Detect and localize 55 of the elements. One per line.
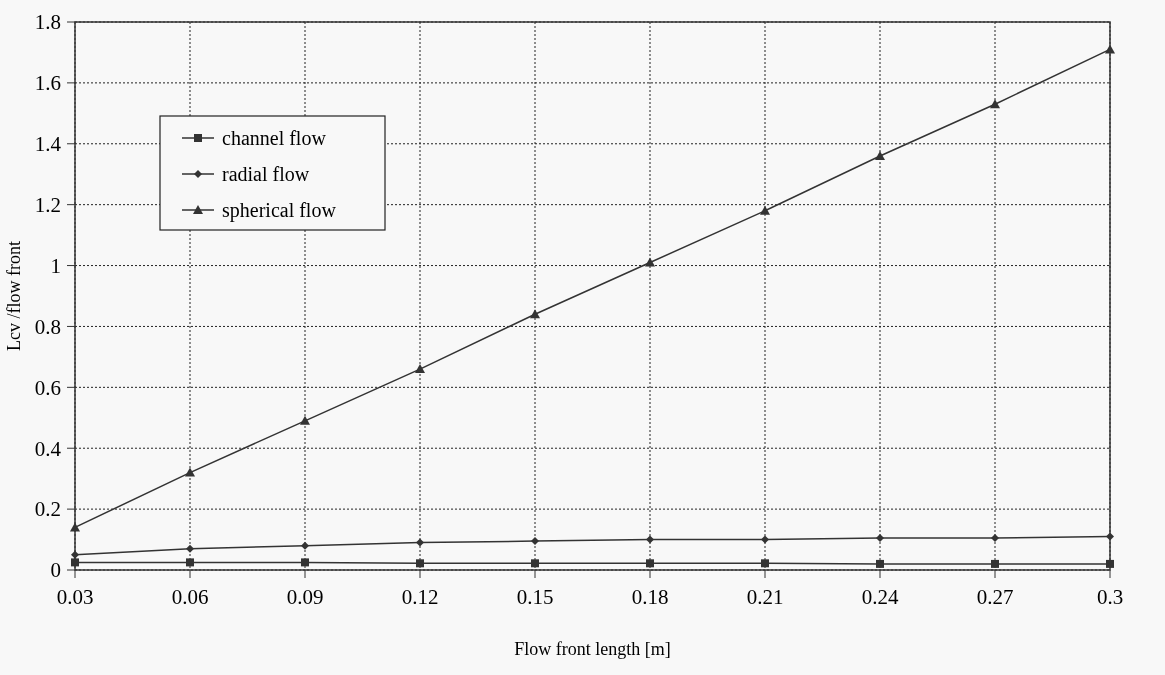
x-tick-label: 0.06 [171, 585, 209, 609]
point [1106, 532, 1114, 541]
point [185, 467, 195, 477]
legend-label: spherical flow [222, 199, 337, 222]
point [71, 558, 79, 567]
point [761, 559, 769, 568]
point [186, 544, 194, 553]
point [1105, 44, 1115, 54]
y-tick-label: 0.4 [34, 436, 62, 461]
point [71, 550, 79, 559]
y-tick-label: 0.6 [34, 375, 61, 400]
point [416, 538, 424, 547]
point [991, 534, 999, 543]
point [415, 364, 425, 374]
point [531, 559, 539, 568]
x-tick-label: 0.12 [401, 585, 439, 609]
point [876, 534, 884, 543]
y-tick-label: 1.4 [34, 132, 62, 157]
y-tick-label: 1.8 [34, 10, 61, 35]
y-tick-label: 0.2 [34, 497, 61, 522]
y-tick-label: 0 [50, 558, 61, 583]
point [186, 558, 194, 567]
point [646, 559, 654, 568]
point [531, 537, 539, 546]
point [300, 415, 310, 425]
x-tick-label: 0.21 [746, 585, 784, 609]
point [301, 558, 309, 567]
point [70, 522, 80, 532]
point [1106, 559, 1114, 568]
point [990, 99, 1000, 109]
legend-label: channel flow [222, 127, 327, 149]
x-tick-label: 0.09 [286, 585, 324, 609]
x-axis-title: Flow front length [m] [514, 639, 671, 659]
x-tick-label: 0.03 [56, 585, 94, 609]
point [761, 535, 769, 544]
x-tick-label: 0.18 [631, 585, 669, 609]
point [301, 541, 309, 550]
x-tick-label: 0.24 [861, 585, 899, 609]
point [646, 535, 654, 544]
x-tick-label: 0.3 [1096, 585, 1124, 609]
y-tick-label: 1.2 [34, 193, 61, 218]
point [875, 150, 885, 160]
legend-label: radial flow [222, 163, 310, 185]
x-tick-label: 0.15 [516, 585, 554, 609]
point [760, 205, 770, 215]
x-tick-label: 0.27 [976, 585, 1014, 609]
y-tick-label: 1 [50, 253, 61, 278]
y-tick-label: 0.8 [34, 314, 61, 339]
point [876, 559, 884, 568]
point [991, 559, 999, 568]
y-axis-title: Lcv /flow front [4, 241, 24, 351]
point [530, 309, 540, 319]
y-tick-label: 1.6 [34, 71, 61, 96]
point [416, 559, 424, 568]
point [645, 257, 655, 267]
